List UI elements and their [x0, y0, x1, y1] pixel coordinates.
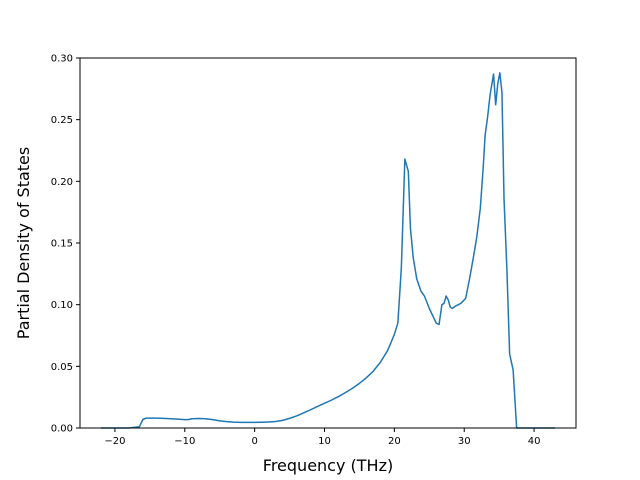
series-line [100, 72, 556, 429]
series-layer [100, 72, 556, 429]
plot-area [80, 58, 576, 428]
y-tick-label: 0.15 [51, 239, 73, 250]
y-tick-label: 0.10 [51, 300, 73, 311]
y-tick-label: 0.30 [51, 54, 73, 65]
x-tick-label: 20 [388, 436, 401, 447]
y-tick-label: 0.05 [51, 362, 73, 373]
x-axis-label: Frequency (THz) [263, 456, 393, 475]
y-axis-ticks: 0.00 0.05 0.10 0.15 0.20 0.25 0.30 [51, 54, 80, 435]
y-tick-label: 0.20 [51, 177, 73, 188]
x-tick-label: 40 [528, 436, 541, 447]
y-axis-label: Partial Density of States [14, 147, 33, 339]
x-tick-label: 30 [458, 436, 471, 447]
x-tick-label: −20 [104, 436, 125, 447]
x-tick-label: 0 [251, 436, 257, 447]
plot-frame [79, 57, 577, 429]
y-tick-label: 0.25 [51, 115, 73, 126]
x-tick-label: 10 [318, 436, 331, 447]
x-tick-label: −10 [174, 436, 195, 447]
y-tick-label: 0.00 [51, 424, 73, 435]
